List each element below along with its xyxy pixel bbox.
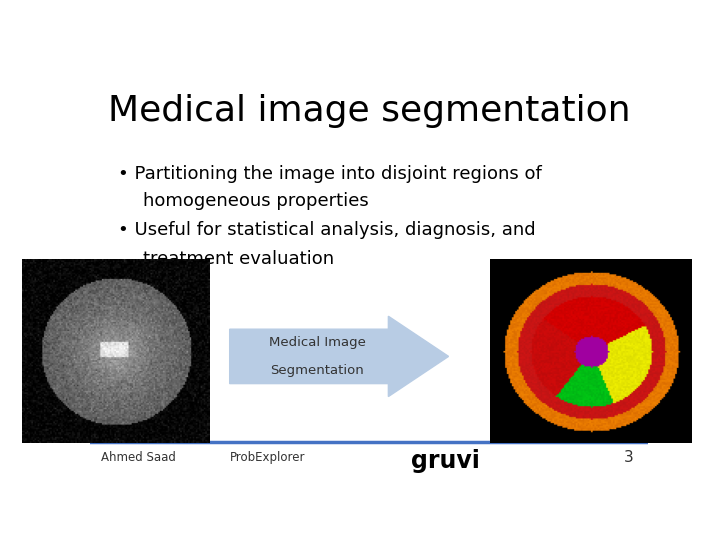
Text: • Partitioning the image into disjoint regions of: • Partitioning the image into disjoint r… <box>118 165 541 183</box>
Text: • Useful for statistical analysis, diagnosis, and: • Useful for statistical analysis, diagn… <box>118 221 536 239</box>
Text: 3: 3 <box>624 450 634 465</box>
FancyArrow shape <box>230 316 449 396</box>
Text: Medical Image: Medical Image <box>269 336 366 349</box>
Text: Segmentation: Segmentation <box>270 364 364 377</box>
Text: ProbExplorer: ProbExplorer <box>230 451 305 464</box>
Text: homogeneous properties: homogeneous properties <box>143 192 369 210</box>
Text: Ahmed Saad: Ahmed Saad <box>101 451 176 464</box>
Text: Medical image segmentation: Medical image segmentation <box>108 94 630 128</box>
Text: gruvi: gruvi <box>411 449 480 472</box>
Text: treatment evaluation: treatment evaluation <box>143 250 334 268</box>
